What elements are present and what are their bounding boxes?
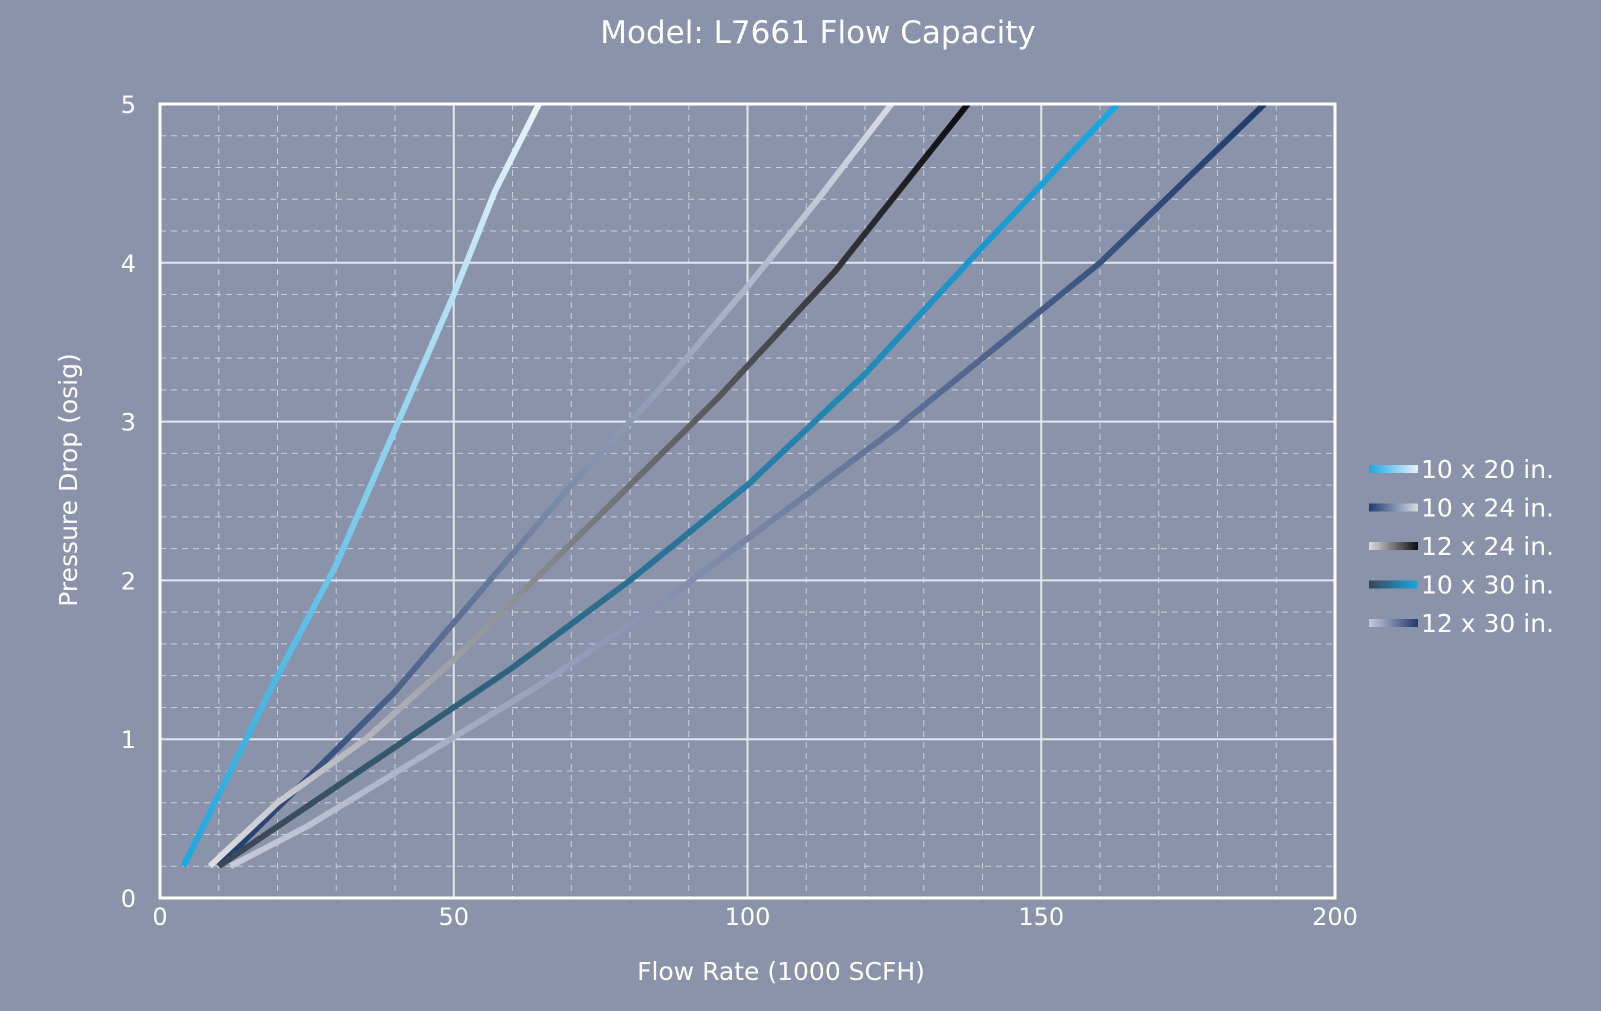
- legend-label: 12 x 24 in.: [1421, 532, 1554, 561]
- y-axis-label: Pressure Drop (osig): [54, 353, 83, 606]
- series-line: [217, 101, 1120, 869]
- series-line: [229, 101, 1267, 869]
- legend-swatch: [1369, 580, 1418, 589]
- x-axis-label: Flow Rate (1000 SCFH): [637, 957, 925, 986]
- series-line: [216, 102, 894, 869]
- x-tick-label: 150: [1018, 903, 1064, 931]
- y-tick-label: 5: [121, 91, 136, 119]
- series-line: [207, 102, 971, 869]
- y-tick-label: 2: [121, 567, 136, 595]
- y-tick-label: 0: [121, 885, 136, 913]
- x-tick-label: 100: [725, 903, 771, 931]
- legend-swatch: [1369, 465, 1418, 473]
- legend-swatch: [1369, 503, 1418, 512]
- legend: 10 x 20 in. 10 x 24 in. 12 x 24 in. 10 x 30…: [1369, 455, 1554, 638]
- y-tick-label: 1: [121, 726, 136, 754]
- y-tick-label: 4: [121, 250, 136, 278]
- legend-swatch: [1369, 542, 1418, 550]
- plot-frame: [158, 102, 1337, 900]
- legend-swatch: [1369, 619, 1418, 627]
- legend-label: 10 x 20 in.: [1421, 455, 1554, 484]
- x-tick-labels: 0 50 100 150 200: [152, 903, 1358, 931]
- x-tick-label: 200: [1312, 903, 1358, 931]
- series-line: [180, 102, 542, 868]
- legend-label: 10 x 30 in.: [1421, 571, 1554, 600]
- major-grid: [160, 104, 1335, 898]
- series-layer: [180, 101, 1267, 869]
- legend-label: 10 x 24 in.: [1421, 494, 1554, 523]
- y-tick-labels: 0 1 2 3 4 5: [121, 91, 136, 913]
- x-tick-label: 50: [438, 903, 469, 931]
- legend-label: 12 x 30 in.: [1421, 609, 1554, 638]
- chart-title: Model: L7661 Flow Capacity: [600, 15, 1035, 51]
- y-tick-label: 3: [121, 409, 136, 437]
- x-tick-label: 0: [152, 903, 167, 931]
